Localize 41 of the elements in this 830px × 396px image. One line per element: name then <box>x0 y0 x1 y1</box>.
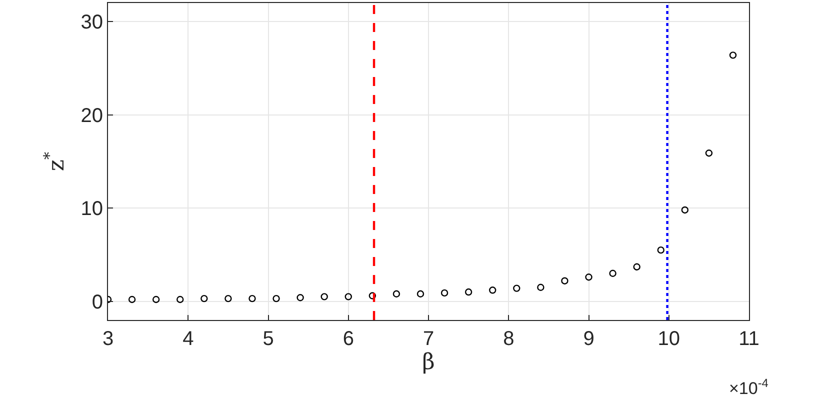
x-tick-label: 5 <box>262 328 274 350</box>
x-axis-title: β <box>422 350 435 375</box>
x-tick-label: 3 <box>102 328 114 350</box>
point <box>320 293 328 300</box>
x-tick-label: 8 <box>503 328 514 350</box>
point <box>561 277 568 284</box>
point <box>248 294 256 302</box>
point <box>176 296 184 304</box>
point <box>272 294 280 302</box>
x-tick-label: 10 <box>658 328 680 350</box>
point <box>344 293 352 300</box>
point <box>585 274 592 281</box>
point <box>633 263 640 270</box>
x-tick-label: 7 <box>422 328 434 350</box>
point <box>440 289 448 297</box>
point <box>296 294 304 302</box>
point <box>729 52 737 59</box>
y-tick-label: 20 <box>80 104 103 127</box>
x-tick-label: 9 <box>583 328 594 350</box>
point <box>152 296 160 304</box>
point <box>224 294 232 302</box>
point <box>392 290 400 298</box>
x-tick-label: 4 <box>182 328 194 350</box>
y-tick-label: 30 <box>80 12 103 34</box>
y-tick-label: 10 <box>80 198 103 220</box>
point <box>705 150 713 157</box>
point <box>464 288 472 296</box>
text: ×10$^{-4}$ <box>729 376 769 396</box>
point <box>537 284 544 291</box>
point <box>200 294 208 302</box>
point <box>513 284 520 292</box>
point <box>368 292 376 300</box>
x-tick-label: 6 <box>342 328 354 350</box>
point <box>128 296 136 304</box>
y-tick-label: 0 <box>92 291 103 314</box>
x-tick-label: 11 <box>738 328 760 350</box>
point <box>416 290 424 298</box>
point <box>657 246 664 254</box>
point <box>681 206 688 214</box>
point <box>489 286 496 294</box>
point <box>609 270 616 277</box>
